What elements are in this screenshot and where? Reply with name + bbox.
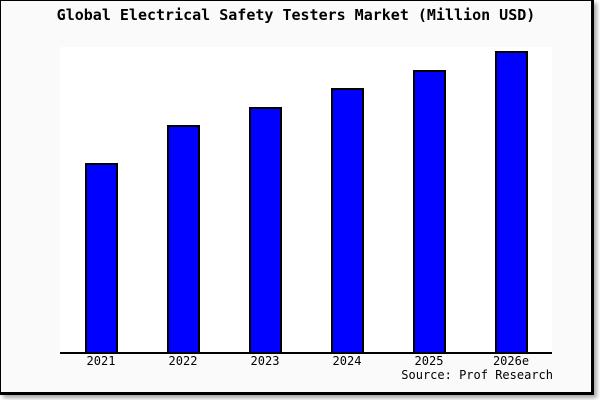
bar-2022 xyxy=(166,125,200,352)
bar-slot xyxy=(470,51,552,352)
x-tick-label-2021: 2021 xyxy=(86,354,116,368)
chart-title: Global Electrical Safety Testers Market … xyxy=(56,6,536,24)
x-tick-label-2023: 2023 xyxy=(250,354,280,368)
bars-row xyxy=(60,47,552,352)
bar-slot xyxy=(60,163,142,352)
bar-2025 xyxy=(412,70,446,352)
chart-figure: Global Electrical Safety Testers Market … xyxy=(0,0,594,395)
bar-2023 xyxy=(248,107,282,352)
bar-slot xyxy=(388,70,470,352)
x-axis-labels: 2021 2022 2023 2024 2025 2026e xyxy=(60,354,552,368)
x-tick-label-2024: 2024 xyxy=(332,354,362,368)
bar-slot xyxy=(142,125,224,352)
bar-2024 xyxy=(330,88,364,352)
bar-slot xyxy=(224,107,306,352)
plot-area xyxy=(60,47,552,354)
x-tick-label-2022: 2022 xyxy=(168,354,198,368)
bar-2026e xyxy=(494,51,528,352)
x-tick-label-2025: 2025 xyxy=(414,354,444,368)
bar-slot xyxy=(306,88,388,352)
source-attribution: Source: Prof Research xyxy=(401,368,553,382)
bar-2021 xyxy=(84,163,118,352)
x-tick-label-2026e: 2026e xyxy=(492,354,530,368)
